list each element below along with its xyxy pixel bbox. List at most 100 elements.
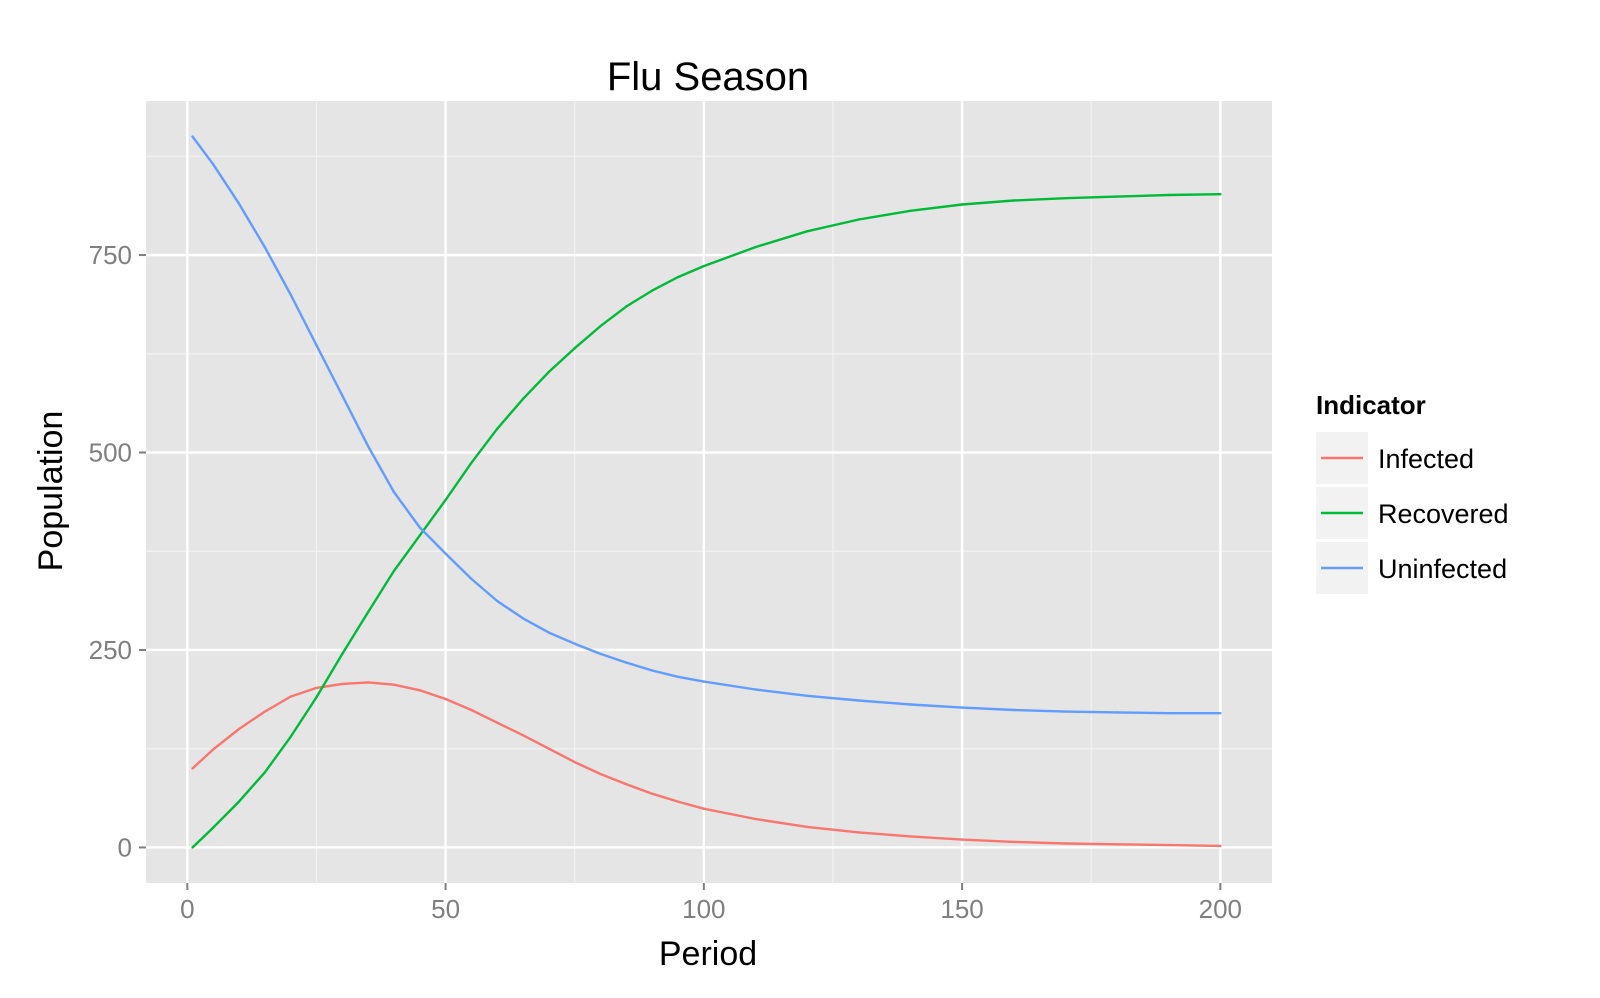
- x-tick-label: 50: [431, 894, 460, 924]
- data-point-recovered: [392, 569, 396, 573]
- data-point-recovered: [547, 370, 551, 374]
- data-point-recovered: [341, 652, 344, 656]
- data-point-uninfected: [496, 599, 499, 603]
- data-point-uninfected: [1219, 711, 1222, 715]
- data-point-infected: [650, 792, 654, 795]
- data-point-recovered: [650, 289, 654, 292]
- data-point-recovered: [1064, 196, 1067, 200]
- data-point-recovered: [1219, 193, 1222, 196]
- data-point-infected: [1064, 842, 1067, 845]
- data-point-recovered: [599, 324, 602, 328]
- data-point-infected: [263, 710, 266, 713]
- series-infected: [191, 681, 1222, 848]
- data-point-infected: [418, 689, 421, 692]
- data-point-uninfected: [444, 552, 447, 555]
- data-point-infected: [676, 800, 680, 803]
- data-point-infected: [909, 835, 912, 838]
- data-point-recovered: [211, 826, 215, 829]
- data-point-infected: [754, 817, 757, 821]
- data-point-uninfected: [1064, 710, 1067, 713]
- data-point-uninfected: [625, 661, 628, 664]
- data-point-uninfected: [857, 699, 860, 702]
- data-point-recovered: [237, 800, 241, 803]
- data-point-uninfected: [805, 694, 809, 697]
- data-point-uninfected: [521, 617, 525, 620]
- y-axis: 0 250 500 750: [89, 240, 146, 862]
- legend-item-uninfected: Uninfected: [1316, 542, 1507, 594]
- panel-background: [146, 101, 1272, 883]
- plot-panel: [146, 101, 1272, 883]
- data-point-infected: [857, 831, 860, 834]
- data-point-recovered: [191, 846, 194, 849]
- data-point-uninfected: [315, 343, 318, 347]
- data-point-recovered: [676, 275, 680, 279]
- series-recovered: [191, 193, 1222, 849]
- data-point-infected: [625, 783, 628, 786]
- data-point-uninfected: [418, 526, 421, 529]
- legend-label: Recovered: [1378, 499, 1509, 529]
- x-tick-label: 200: [1199, 894, 1242, 924]
- legend-item-infected: Infected: [1316, 432, 1474, 484]
- y-tick-label: 500: [89, 438, 132, 468]
- data-point-uninfected: [392, 490, 396, 494]
- data-point-uninfected: [237, 202, 241, 205]
- data-point-infected: [496, 721, 499, 724]
- data-point-recovered: [754, 245, 757, 249]
- data-point-recovered: [1012, 199, 1015, 202]
- data-point-infected: [470, 708, 473, 712]
- data-point-infected: [1115, 843, 1119, 846]
- x-tick-label: 0: [180, 894, 194, 924]
- data-point-recovered: [1115, 195, 1119, 198]
- data-point-recovered: [263, 771, 266, 774]
- data-point-uninfected: [599, 652, 602, 656]
- data-point-uninfected: [341, 394, 344, 397]
- data-point-infected: [1167, 843, 1170, 847]
- x-tick-label: 100: [682, 894, 725, 924]
- data-point-uninfected: [470, 577, 473, 581]
- data-point-recovered: [444, 498, 447, 502]
- data-point-uninfected: [263, 245, 266, 249]
- data-point-uninfected: [676, 675, 680, 679]
- data-point-uninfected: [650, 669, 654, 672]
- data-point-infected: [392, 683, 396, 686]
- x-axis-title: Period: [659, 935, 757, 973]
- data-point-infected: [805, 825, 809, 829]
- data-point-uninfected: [960, 706, 964, 709]
- data-point-infected: [599, 772, 602, 776]
- data-point-infected: [573, 760, 576, 764]
- data-point-uninfected: [547, 631, 551, 634]
- chart-title: Flu Season: [607, 55, 809, 99]
- y-tick-label: 750: [89, 240, 132, 270]
- data-point-infected: [237, 727, 241, 731]
- data-point-uninfected: [211, 162, 215, 166]
- legend: Indicator Infected Recovered Uninfected: [1316, 390, 1509, 594]
- data-point-recovered: [315, 696, 318, 699]
- y-axis-title: Population: [32, 411, 70, 572]
- series-uninfected: [191, 135, 1222, 715]
- data-point-recovered: [909, 209, 912, 212]
- data-point-uninfected: [289, 293, 292, 296]
- y-tick-label: 250: [89, 635, 132, 665]
- data-point-recovered: [573, 347, 576, 350]
- data-point-recovered: [366, 610, 370, 614]
- data-point-infected: [341, 682, 344, 686]
- data-point-infected: [191, 767, 194, 770]
- legend-item-recovered: Recovered: [1316, 487, 1509, 539]
- data-point-infected: [366, 681, 370, 684]
- data-point-recovered: [470, 461, 473, 464]
- legend-title: Indicator: [1316, 390, 1426, 420]
- data-point-uninfected: [702, 680, 706, 683]
- data-point-recovered: [960, 203, 964, 206]
- data-point-recovered: [496, 427, 499, 431]
- data-point-infected: [315, 686, 318, 690]
- y-tick-label: 0: [118, 832, 132, 862]
- data-point-recovered: [521, 397, 525, 400]
- data-point-infected: [444, 697, 447, 701]
- legend-label: Uninfected: [1378, 554, 1507, 584]
- data-point-infected: [521, 734, 525, 737]
- data-point-infected: [211, 748, 215, 751]
- data-point-recovered: [418, 534, 421, 537]
- x-tick-label: 150: [940, 894, 983, 924]
